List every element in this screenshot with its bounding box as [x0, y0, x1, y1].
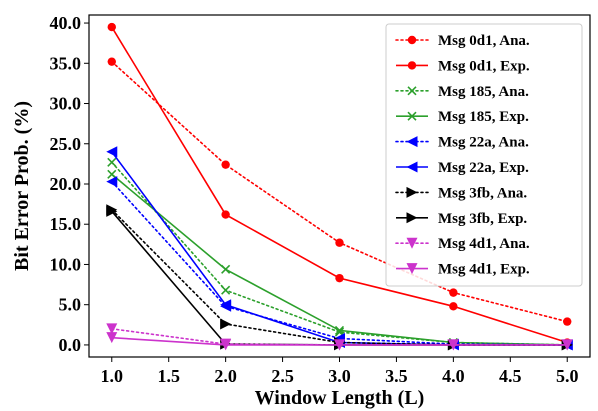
legend-marker	[406, 263, 418, 275]
y-tick-label: 40.0	[50, 13, 82, 33]
x-tick-label: 4.0	[442, 366, 465, 386]
data-point	[334, 325, 345, 336]
legend-marker	[406, 186, 418, 198]
x-tick-label: 5.0	[556, 366, 579, 386]
data-point	[107, 157, 117, 167]
legend-label: Msg 185, Ana.	[438, 84, 529, 100]
series-0	[107, 57, 572, 326]
data-point	[106, 323, 118, 335]
legend-label: Msg 22a, Ana.	[438, 135, 529, 151]
data-point	[220, 318, 232, 330]
data-point	[335, 238, 344, 247]
x-tick-label: 1.5	[157, 366, 180, 386]
legend-label: Msg 185, Exp.	[438, 109, 529, 125]
legend-marker	[406, 212, 418, 224]
legend-marker	[407, 35, 417, 45]
x-tick-label: 3.5	[385, 366, 408, 386]
legend-marker	[407, 86, 417, 96]
data-point-stroke-b	[334, 325, 345, 336]
legend-marker-stroke-b	[407, 111, 417, 121]
series-9	[106, 332, 573, 351]
data-point	[335, 273, 344, 283]
ticks-layer: 1.0 1.5 2.0 2.5 3.0 3.5 4.0 4.5 5.0 0.0 5.0 10.0 15.…	[50, 13, 579, 386]
data-point	[106, 332, 118, 344]
data-point	[563, 317, 572, 326]
y-tick-label: 0.0	[59, 335, 82, 355]
data-point	[107, 57, 116, 66]
legend-item: Msg 0d1, Exp.	[396, 58, 530, 74]
legend-marker	[407, 61, 417, 70]
x-tick-label: 1.0	[101, 366, 124, 386]
legend-marker	[407, 111, 417, 121]
data-point	[107, 22, 116, 32]
data-point-stroke-b	[107, 157, 117, 167]
legend-label: Msg 3fb, Ana.	[438, 185, 527, 201]
y-tick-label: 5.0	[59, 295, 82, 315]
legend-marker	[406, 136, 418, 148]
y-tick-label: 25.0	[50, 134, 82, 154]
data-point	[107, 169, 117, 179]
legend-label: Msg 0d1, Exp.	[438, 58, 530, 74]
data-point	[221, 210, 230, 219]
y-tick-label: 15.0	[50, 214, 82, 234]
series-layer	[106, 22, 573, 351]
data-point	[449, 302, 458, 311]
legend-label: Msg 3fb, Exp.	[438, 211, 527, 227]
data-point	[106, 176, 118, 188]
legend-marker-stroke-b	[407, 86, 417, 96]
legend-item: Msg 4d1, Exp.	[396, 262, 530, 278]
data-point	[221, 285, 231, 295]
data-point-stroke-b	[221, 285, 231, 295]
data-point-stroke-b	[107, 169, 117, 179]
legend-marker	[406, 161, 418, 173]
data-point	[334, 339, 345, 351]
legend-label: Msg 4d1, Exp.	[438, 262, 530, 278]
legend-item: Msg 185, Ana.	[395, 84, 529, 100]
legend-item: Msg 3fb, Exp.	[396, 211, 527, 227]
y-tick-label: 10.0	[50, 254, 82, 274]
data-point	[220, 299, 232, 311]
y-tick-label: 20.0	[50, 174, 82, 194]
y-tick-label: 30.0	[50, 94, 82, 114]
y-tick-label: 35.0	[50, 53, 82, 73]
data-point	[221, 160, 230, 169]
data-point-stroke-b	[221, 264, 231, 274]
legend-box	[385, 23, 583, 287]
data-point	[449, 288, 458, 297]
x-tick-label: 3.0	[328, 366, 351, 386]
legend-item: Msg 22a, Exp.	[396, 160, 529, 176]
x-tick-label: 2.5	[271, 366, 294, 386]
legend-item: Msg 4d1, Ana.	[395, 236, 530, 252]
legend-label: Msg 4d1, Ana.	[438, 236, 530, 252]
legend-item: Msg 185, Exp.	[396, 109, 529, 125]
data-point	[220, 339, 232, 351]
legend-marker	[406, 237, 418, 249]
data-point	[106, 205, 118, 217]
x-tick-label: 2.0	[214, 366, 237, 386]
data-point	[221, 264, 231, 274]
legend: Msg 0d1, Ana. Msg 0d1, Exp. Msg 185, Ana. M…	[385, 23, 583, 287]
data-point-stroke-b	[334, 327, 345, 337]
data-point	[561, 339, 573, 351]
legend-label: Msg 0d1, Ana.	[438, 33, 530, 49]
legend-item: Msg 22a, Ana.	[395, 135, 529, 151]
legend-label: Msg 22a, Exp.	[438, 160, 529, 176]
legend-item: Msg 0d1, Ana.	[395, 33, 530, 49]
y-axis-label: Bit Error Prob. (%)	[11, 101, 33, 271]
data-point	[447, 339, 459, 351]
x-axis-label: Window Length (L)	[255, 387, 425, 409]
x-tick-label: 4.5	[499, 366, 522, 386]
data-point	[106, 146, 118, 158]
legend-item: Msg 3fb, Ana.	[395, 185, 527, 201]
